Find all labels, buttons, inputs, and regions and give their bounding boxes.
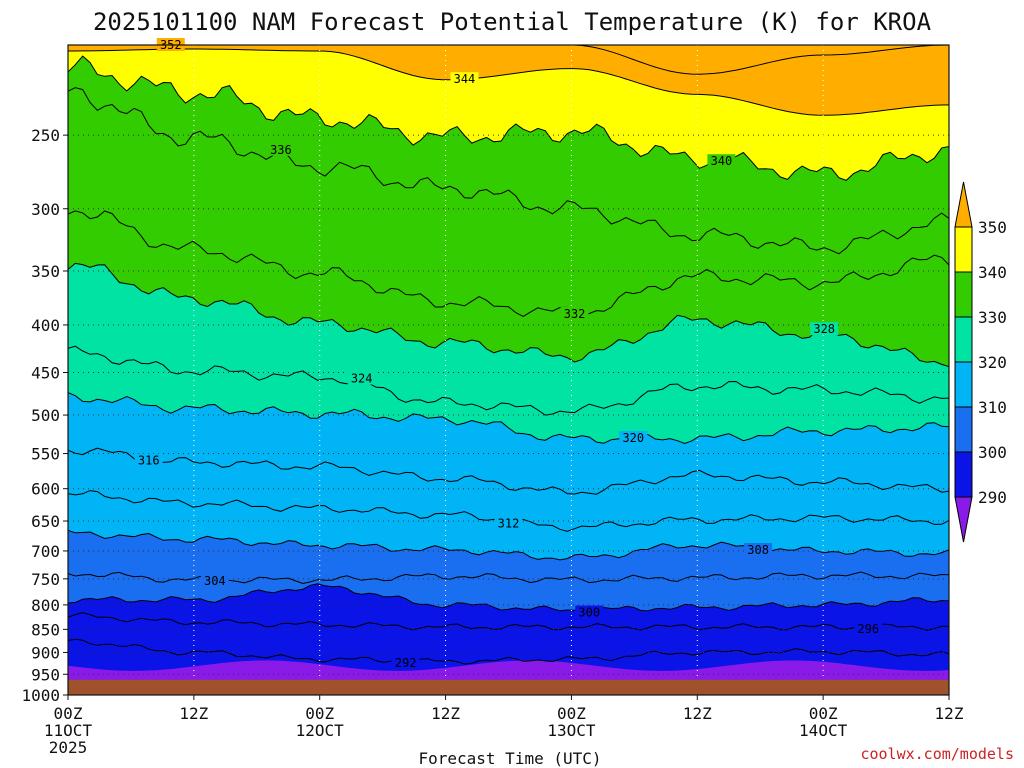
colorbar-swatch [954,361,973,408]
y-tick-label: 550 [31,445,60,464]
y-tick-label: 250 [31,126,60,145]
y-tick-label: 700 [31,542,60,561]
contour-label-bg [200,574,229,588]
y-tick-label: 600 [31,480,60,499]
colorbar-label: 320 [978,353,1007,372]
isentrope-line [68,447,949,495]
contour-label: 316 [138,454,160,468]
isentrope-line [68,529,949,561]
contour-label: 300 [578,606,600,620]
contour-label: 312 [498,517,520,531]
contour-labels: 3523443403363323283243203163123083043002… [134,38,883,670]
x-tick-label: 12Z [179,704,208,723]
y-tick-label: 650 [31,512,60,531]
chart-title: 2025101100 NAM Forecast Potential Temper… [93,8,932,36]
contour-label: 340 [711,154,733,168]
colorbar: 350 340 330 320 310 300 290 [954,181,1007,543]
x-tick-label: 12Z [935,704,964,723]
plot-frame [67,44,950,696]
contour-label: 336 [270,143,292,157]
x-tick-date: 14OCT [799,721,848,740]
colorbar-swatch [954,406,973,453]
contour-label-bg [575,605,604,619]
contour-label-bg [854,621,883,635]
x-tick-label: 00Z [557,704,586,723]
colorbar-label: 290 [978,488,1007,507]
contour-label: 332 [564,307,586,321]
y-tick-label: 900 [31,643,60,662]
colorbar-label: 310 [978,398,1007,417]
contour-label-bg [707,154,736,168]
isentrope-line [68,638,949,665]
contour-label-bg [560,306,589,320]
colorbar-label: 340 [978,263,1007,282]
colorbar-arrow-top [954,181,973,228]
credit-text[interactable]: coolwx.com/models [860,745,1014,763]
y-tick-label: 850 [31,620,60,639]
contour-label: 324 [351,372,373,386]
isentrope-line [68,55,949,181]
isentrope-line [68,392,949,445]
contour-label-bg [134,453,163,467]
y-tick-label: 1000 [21,686,60,705]
y-tick-label: 450 [31,364,60,383]
y-tick-label: 800 [31,596,60,615]
contour-label-bg [266,142,295,156]
colorbar-swatch [954,316,973,363]
colorbar-label: 300 [978,443,1007,462]
contour-label-bg [450,72,479,86]
isentrope-line [68,45,949,75]
x-tick-year: 2025 [49,738,88,757]
x-tick-label: 00Z [809,704,838,723]
colorbar-swatch [954,451,973,498]
y-tick-label: 300 [31,200,60,219]
contour-label: 304 [204,574,226,588]
contour-label-bg [391,655,420,669]
x-axis-title: Forecast Time (UTC) [418,749,601,768]
x-tick-label: 00Z [305,704,334,723]
contour-label-bg [744,543,773,557]
x-tick-label: 12Z [683,704,712,723]
x-tick-label: 00Z [54,704,83,723]
isentrope-line [68,262,949,368]
isentrope-line [68,612,949,631]
x-tick-date: 12OCT [296,721,345,740]
contour-label-bg [494,516,523,530]
isentrope-line [68,583,949,614]
isentrope-line [68,345,949,416]
contour-label: 292 [395,656,417,670]
x-tick-date: 11OCT [44,721,93,740]
colorbar-swatch [954,271,973,318]
contour-label: 328 [813,322,835,336]
y-tick-label: 400 [31,316,60,335]
colorbar-arrow-bottom [954,496,973,543]
colorbar-label: 350 [978,218,1007,237]
y-tick-label: 950 [31,665,60,684]
isentrope-line [68,87,949,255]
contour-fill-bands [68,45,949,695]
x-tick-label: 12Z [431,704,460,723]
y-tick-label: 350 [31,262,60,281]
contour-label-bg [810,322,839,336]
contour-label: 296 [857,622,879,636]
x-tick-date: 13OCT [547,721,596,740]
isentrope-line [68,48,949,116]
y-tick-label: 750 [31,570,60,589]
colorbar-label: 330 [978,308,1007,327]
contour-label: 308 [747,543,769,557]
colorbar-swatch [954,226,973,273]
ground-terrain [68,679,949,695]
contour-label: 320 [622,431,644,445]
contour-label-bg [347,371,376,385]
contour-label-bg [619,430,648,444]
isentrope-line [68,210,949,318]
y-tick-label: 500 [31,406,60,425]
contour-label: 344 [454,72,476,86]
y-axis-ticks: 250 300 350 400 450 500 550 600 650 700 750 800 850 9… [21,126,68,705]
isentrope-lines [68,45,949,665]
